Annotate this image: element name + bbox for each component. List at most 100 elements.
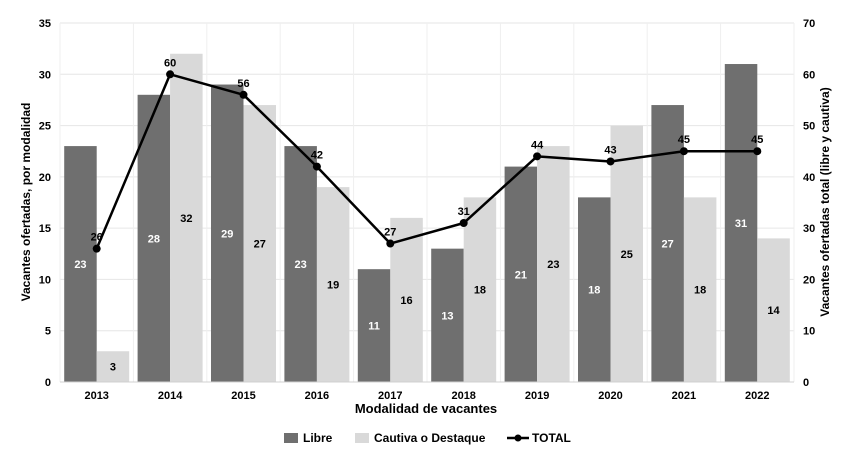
- x-tick-label: 2016: [305, 390, 329, 402]
- bar-label-libre: 18: [588, 285, 600, 297]
- bar-cautiva: [757, 238, 790, 382]
- bar-data-labels: 23 3 28 32 29 27 23 19 11 16 13 18 21 23 18 25 27 18 31 14: [74, 213, 780, 374]
- bar-libre: [504, 166, 538, 382]
- bar-libre: [64, 146, 97, 382]
- bar-label-libre: 29: [221, 228, 233, 240]
- total-point: [459, 219, 468, 228]
- bar-cautiva: [170, 53, 203, 383]
- legend-swatch-libre: [284, 433, 298, 443]
- legend-swatch-cautiva: [355, 433, 369, 443]
- y2-axis-label: Vacantes ofertadas total (libre y cautiv…: [818, 87, 832, 316]
- y-tick-label: 35: [39, 18, 51, 30]
- total-label: 27: [384, 227, 396, 239]
- total-point: [312, 162, 321, 171]
- bar-cautiva: [537, 146, 570, 382]
- legend: Libre Cautiva o Destaque TOTAL: [284, 431, 571, 445]
- x-tick-label: 2018: [451, 390, 475, 402]
- total-label: 45: [678, 134, 690, 146]
- total-line-series: [92, 70, 762, 253]
- bar-libre: [211, 84, 244, 383]
- legend-label-total: TOTAL: [532, 431, 571, 445]
- total-point: [239, 90, 248, 99]
- bar-label-libre: 23: [74, 259, 86, 271]
- bar-label-cautiva: 16: [400, 295, 412, 307]
- total-label: 43: [604, 144, 616, 156]
- total-label: 56: [237, 78, 249, 90]
- y-tick-label: 25: [39, 121, 51, 133]
- x-tick-label: 2017: [378, 390, 402, 402]
- legend-swatch-total-marker: [514, 434, 522, 442]
- bar-cautiva: [463, 197, 497, 382]
- y2-tick-label: 40: [803, 172, 815, 184]
- bar-label-cautiva: 23: [547, 259, 559, 271]
- x-tick-label: 2014: [158, 390, 183, 402]
- axes: 0 5 10 15 20 25 30 35 0 10 20 30 40 50 60 70 2013 2014 201…: [39, 18, 816, 402]
- bar-cautiva: [683, 197, 717, 382]
- bar-label-cautiva: 3: [110, 362, 116, 374]
- bar-label-libre: 28: [148, 233, 160, 245]
- x-tick-label: 2013: [84, 390, 108, 402]
- x-tick-label: 2019: [525, 390, 549, 402]
- total-data-labels: 26 60 56 42 27 31 44 43 45 45: [91, 57, 764, 243]
- bar-label-libre: 31: [735, 218, 747, 230]
- total-line: [95, 73, 758, 250]
- bar-libre: [578, 197, 611, 382]
- bar-libre: [137, 94, 171, 383]
- y2-tick-label: 60: [803, 69, 815, 81]
- total-label: 42: [311, 150, 323, 162]
- y2-tick-label: 0: [803, 377, 809, 389]
- y-tick-label: 30: [39, 69, 51, 81]
- bar-cautiva: [316, 187, 350, 382]
- bar-series: [64, 53, 790, 383]
- y-axis-label: Vacantes ofertadas, por modalidad: [19, 103, 33, 302]
- legend-label-libre: Libre: [303, 431, 333, 445]
- bar-cautiva: [243, 105, 276, 383]
- y-tick-label: 5: [45, 326, 51, 338]
- bar-label-libre: 21: [515, 269, 527, 281]
- y-tick-label: 0: [45, 377, 51, 389]
- bar-cautiva: [390, 217, 423, 382]
- x-tick-label: 2022: [745, 390, 769, 402]
- bar-label-cautiva: 25: [621, 249, 633, 261]
- bar-label-cautiva: 18: [694, 285, 706, 297]
- y2-tick-label: 70: [803, 18, 815, 30]
- total-label: 31: [458, 206, 470, 218]
- total-label: 60: [164, 57, 176, 69]
- bar-libre: [431, 248, 464, 382]
- y2-tick-label: 50: [803, 121, 815, 133]
- total-point: [679, 147, 688, 156]
- y-tick-label: 20: [39, 172, 51, 184]
- total-label: 45: [751, 134, 763, 146]
- total-point: [753, 147, 762, 156]
- total-label: 26: [91, 232, 103, 244]
- bar-label-cautiva: 18: [474, 285, 486, 297]
- total-point: [606, 157, 615, 166]
- x-tick-label: 2021: [672, 390, 696, 402]
- total-label: 44: [531, 139, 544, 151]
- bar-label-cautiva: 14: [767, 305, 780, 317]
- total-point: [166, 70, 175, 79]
- bar-libre: [724, 64, 758, 383]
- total-point: [533, 152, 542, 161]
- x-tick-label: 2015: [231, 390, 255, 402]
- y-tick-label: 15: [39, 223, 51, 235]
- x-axis-label: Modalidad de vacantes: [355, 401, 497, 416]
- legend-label-cautiva: Cautiva o Destaque: [374, 431, 486, 445]
- bar-label-cautiva: 19: [327, 280, 339, 292]
- bar-label-libre: 13: [441, 310, 453, 322]
- bar-cautiva: [610, 125, 643, 383]
- total-point: [386, 239, 395, 248]
- total-point: [92, 244, 101, 253]
- bar-label-libre: 11: [368, 321, 380, 333]
- y2-tick-label: 30: [803, 223, 815, 235]
- bar-label-cautiva: 32: [180, 213, 192, 225]
- bar-label-libre: 27: [662, 239, 674, 251]
- y2-tick-label: 10: [803, 326, 815, 338]
- y-tick-label: 10: [39, 274, 51, 286]
- y2-tick-label: 20: [803, 274, 815, 286]
- bar-label-libre: 23: [295, 259, 307, 271]
- bar-libre: [284, 146, 317, 382]
- bar-libre: [357, 269, 391, 382]
